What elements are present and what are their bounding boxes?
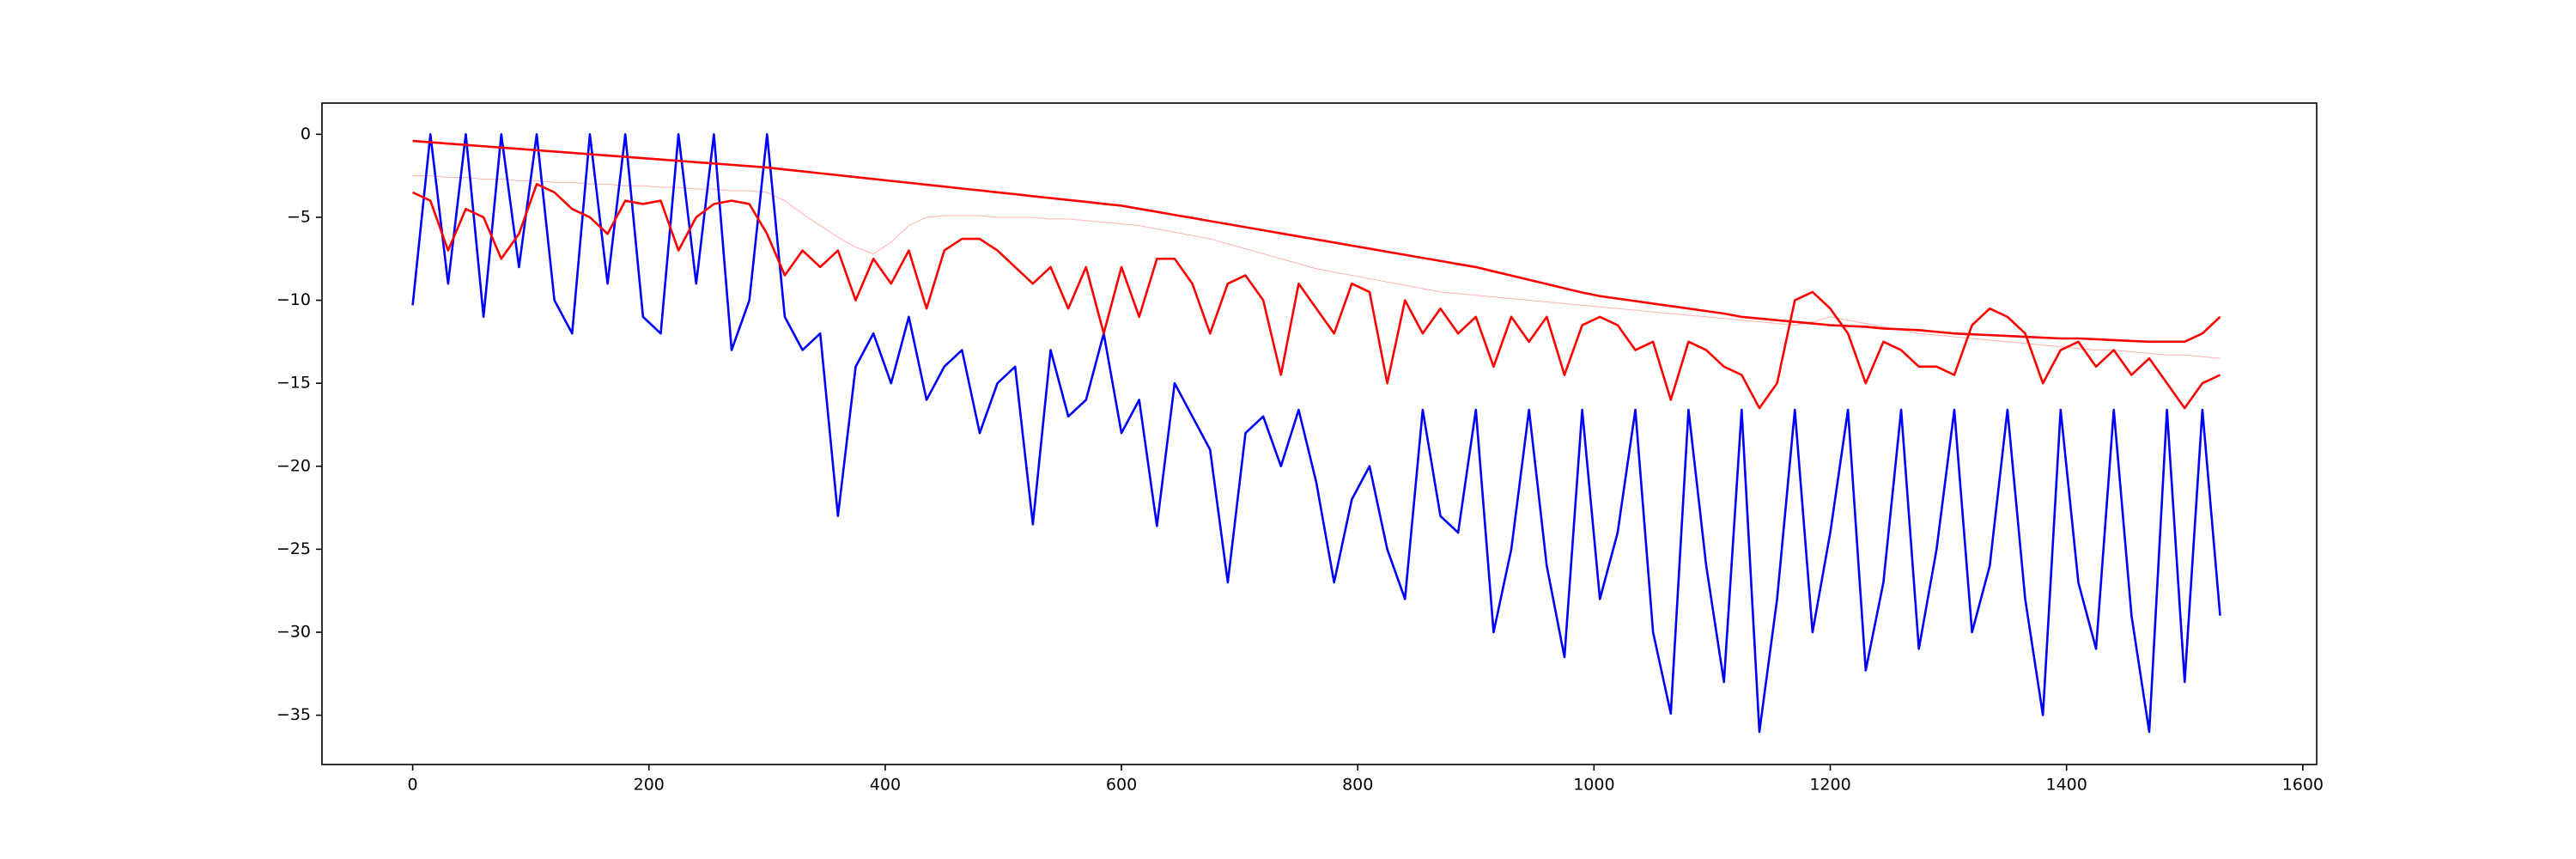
y-tick-label: −20 [276, 456, 311, 475]
line-series [412, 182, 2221, 410]
x-tick-label: 200 [634, 776, 665, 795]
y-tick-label: −35 [276, 705, 311, 724]
y-tick-label: −5 [287, 207, 311, 226]
x-tick-label: 600 [1106, 776, 1137, 795]
x-tick-label: 400 [870, 776, 901, 795]
y-tick-label: 0 [301, 125, 311, 143]
y-tick-label: −10 [276, 290, 311, 309]
y-tick-label: −15 [276, 374, 311, 393]
line-series [411, 133, 2221, 734]
x-tick-label: 800 [1342, 776, 1373, 795]
x-tick-label: 1000 [1573, 776, 1614, 795]
x-tick-label: 1600 [2282, 776, 2324, 795]
line-series [412, 175, 2221, 359]
y-tick-label: −25 [276, 539, 311, 558]
x-tick-label: 0 [408, 776, 418, 795]
axes-frame [321, 102, 2318, 765]
x-tick-label: 1400 [2045, 776, 2087, 795]
y-tick-label: −30 [276, 623, 311, 642]
x-tick-label: 1200 [1809, 776, 1850, 795]
line-series [412, 139, 2221, 344]
